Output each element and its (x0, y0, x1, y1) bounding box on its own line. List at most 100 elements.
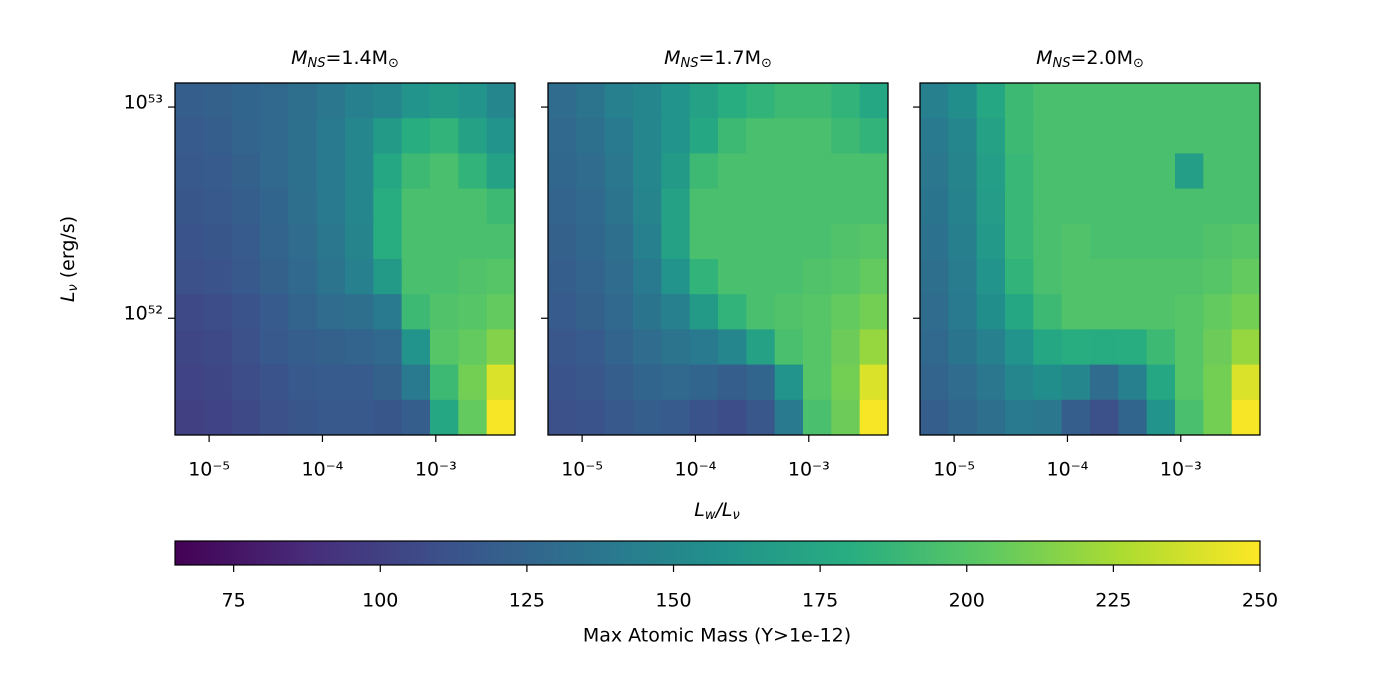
heatmap-cell (316, 153, 346, 190)
heatmap-cell (175, 153, 204, 190)
heatmap-cell (1090, 223, 1119, 260)
heatmap-cell (175, 294, 204, 330)
heatmap-cell (231, 118, 261, 154)
heatmap-cell (976, 83, 1006, 119)
heatmap-cell (1175, 364, 1204, 401)
heatmap-cell (976, 399, 1006, 436)
heatmap-cell (661, 329, 691, 366)
heatmap-cell (1231, 329, 1261, 366)
heatmap-cell (1118, 329, 1148, 366)
heatmap-cell (859, 153, 889, 190)
heatmap-cell (803, 259, 832, 295)
heatmap-cell (604, 329, 634, 366)
heatmap-cell (345, 188, 374, 225)
heatmap-cell (345, 83, 374, 119)
x-label-part: L (694, 499, 705, 521)
heatmap-cell (1118, 83, 1148, 119)
heatmap-cell (859, 364, 889, 401)
heatmap-cell (1146, 294, 1176, 330)
heatmap-cell (661, 188, 691, 225)
heatmap-cell (260, 223, 289, 260)
heatmap-cell (1033, 118, 1063, 154)
heatmap-cell (1146, 153, 1176, 190)
heatmap-cell (689, 223, 719, 260)
heatmap-cell (1175, 294, 1204, 330)
heatmap-cell (1005, 153, 1034, 190)
heatmap-cell (976, 118, 1006, 154)
heatmap-cell (1061, 259, 1091, 295)
heatmap-cell (746, 399, 776, 436)
heatmap-cell (576, 223, 606, 260)
colorbar (174, 540, 1261, 566)
heatmap-cell (746, 329, 776, 366)
heatmap-cell (486, 259, 516, 295)
heatmap-cell (803, 329, 832, 366)
heatmap-cell (746, 364, 776, 401)
heatmap-cell (1033, 399, 1063, 436)
heatmap-cell (1118, 223, 1148, 260)
heatmap-cell (1175, 399, 1204, 436)
heatmap-cell (718, 118, 747, 154)
y-tick-label: 10⁵³ (124, 92, 163, 114)
heatmap-cell (458, 118, 488, 154)
heatmap-cell (486, 223, 516, 260)
heatmap-cell (633, 118, 662, 154)
heatmap-cell (948, 118, 978, 154)
heatmap-cell (1005, 329, 1034, 366)
heatmap-cell (920, 223, 949, 260)
heatmap-cell (175, 188, 204, 225)
heatmap-cell (1175, 329, 1204, 366)
heatmap-cell (401, 83, 431, 119)
heatmap-cell (288, 364, 318, 401)
heatmap-cell (458, 153, 488, 190)
heatmap-cell (576, 399, 606, 436)
panel-title: MNS=2.0M⊙ (1036, 47, 1144, 71)
heatmap-cell (288, 259, 318, 295)
x-tick-label: 10⁻⁴ (675, 459, 717, 481)
heatmap-cell (231, 153, 261, 190)
heatmap-cell (373, 329, 403, 366)
heatmap-cell (1175, 83, 1204, 119)
heatmap-cell (1231, 399, 1261, 436)
heatmap-cell (948, 294, 978, 330)
heatmap-cell (203, 188, 233, 225)
heatmap-cell (604, 399, 634, 436)
heatmap-cell (430, 188, 459, 225)
heatmap-cell (316, 364, 346, 401)
title-part: ⊙ (1133, 56, 1144, 71)
heatmap-cell (548, 294, 577, 330)
heatmap-cell (718, 223, 747, 260)
heatmap-cell (1061, 83, 1091, 119)
heatmap-cell (458, 364, 488, 401)
heatmap-cell (746, 259, 776, 295)
heatmap-cell (1061, 153, 1091, 190)
heatmap-cell (458, 188, 488, 225)
colorbar-tick-label: 175 (802, 590, 838, 612)
heatmap-cell (1203, 188, 1233, 225)
heatmap-cell (1061, 399, 1091, 436)
heatmap-cell (548, 329, 577, 366)
heatmap-cell (486, 153, 516, 190)
heatmap-cell (1146, 329, 1176, 366)
heatmap-cell (486, 188, 516, 225)
heatmap-cell (1203, 223, 1233, 260)
heatmap-cell (231, 294, 261, 330)
heatmap-cell (458, 223, 488, 260)
heatmap-cell (774, 259, 804, 295)
heatmap-cell (831, 118, 861, 154)
heatmap-cell (1090, 188, 1119, 225)
heatmap-cell (430, 399, 459, 436)
heatmap-cell (1175, 223, 1204, 260)
heatmap-cell (920, 364, 949, 401)
heatmap-cell (401, 188, 431, 225)
heatmap-cell (976, 188, 1006, 225)
heatmap-cell (316, 223, 346, 260)
heatmap-cell (1061, 364, 1091, 401)
heatmap-cell (430, 153, 459, 190)
panel-title: MNS=1.4M⊙ (291, 47, 399, 71)
heatmap-cell (831, 259, 861, 295)
heatmap-cell (1033, 188, 1063, 225)
heatmap-cell (1005, 294, 1034, 330)
heatmap-cell (976, 329, 1006, 366)
heatmap-cell (1203, 399, 1233, 436)
